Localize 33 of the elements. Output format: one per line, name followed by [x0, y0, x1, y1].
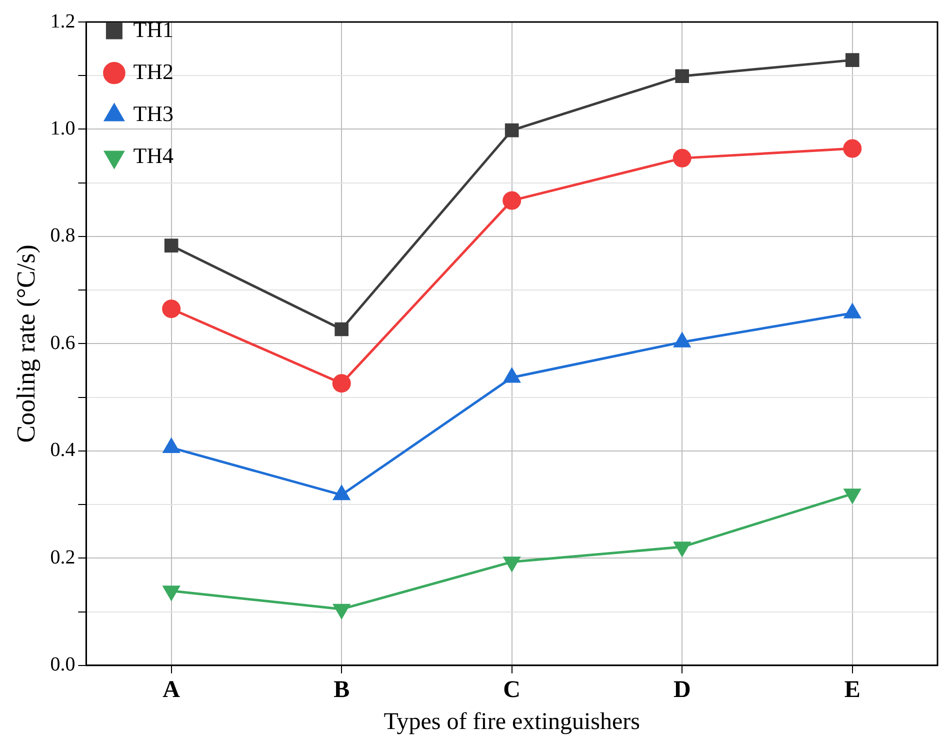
- point: [334, 322, 348, 336]
- y-tick-label: 0.0: [50, 654, 76, 676]
- point: [672, 148, 692, 168]
- y-tick-label: 0.6: [50, 332, 76, 354]
- y-tick-label: 0.4: [50, 439, 76, 462]
- point: [674, 542, 690, 556]
- y-tick-label: 1.2: [50, 10, 76, 32]
- point: [502, 191, 522, 210]
- x-tick-label: D: [673, 677, 691, 704]
- x-tick-label: C: [503, 677, 521, 704]
- point: [504, 123, 519, 138]
- y-tick-label: 0.8: [50, 224, 76, 247]
- x-tick-label: A: [162, 677, 181, 704]
- y-tick-label: 0.2: [50, 546, 76, 568]
- point: [162, 300, 181, 318]
- legend-label: TH2: [133, 58, 174, 84]
- point: [333, 604, 350, 618]
- legend-label: TH3: [133, 100, 174, 126]
- point: [844, 488, 861, 504]
- legend-label: TH1: [133, 16, 174, 42]
- x-axis-title: Types of fire extinguishers: [384, 708, 640, 735]
- x-tick-label: B: [334, 677, 350, 704]
- point: [845, 53, 860, 67]
- x-tick-label: E: [844, 677, 860, 704]
- point: [163, 586, 180, 600]
- point: [675, 69, 690, 84]
- point: [332, 374, 351, 393]
- legend-label: TH4: [133, 142, 174, 168]
- y-tick-label: 1.0: [50, 117, 76, 140]
- point: [843, 139, 862, 158]
- y-axis-title: Cooling rate (°C/s): [11, 244, 40, 443]
- point: [164, 238, 178, 252]
- point: [504, 556, 520, 572]
